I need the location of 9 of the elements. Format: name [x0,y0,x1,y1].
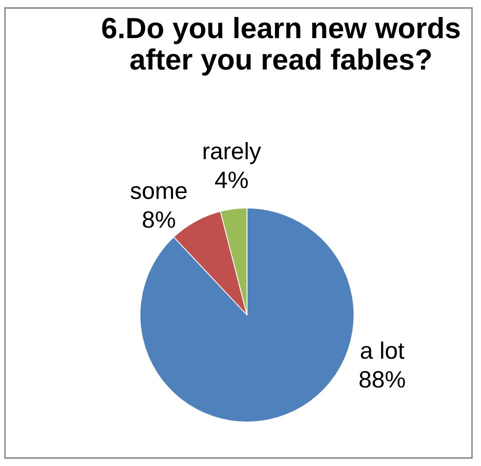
data-label: 4% [215,172,248,188]
data-label: 88% [360,371,405,388]
slice-label: rarely [204,142,262,164]
data-label: 8% [142,211,176,228]
slice-label: a lot [360,342,404,359]
slice-label: some [130,186,187,200]
pie-slice [173,210,248,316]
pie-slice [140,208,354,422]
chart-title: 6.Do you learn new words after you read fables? [102,17,460,76]
